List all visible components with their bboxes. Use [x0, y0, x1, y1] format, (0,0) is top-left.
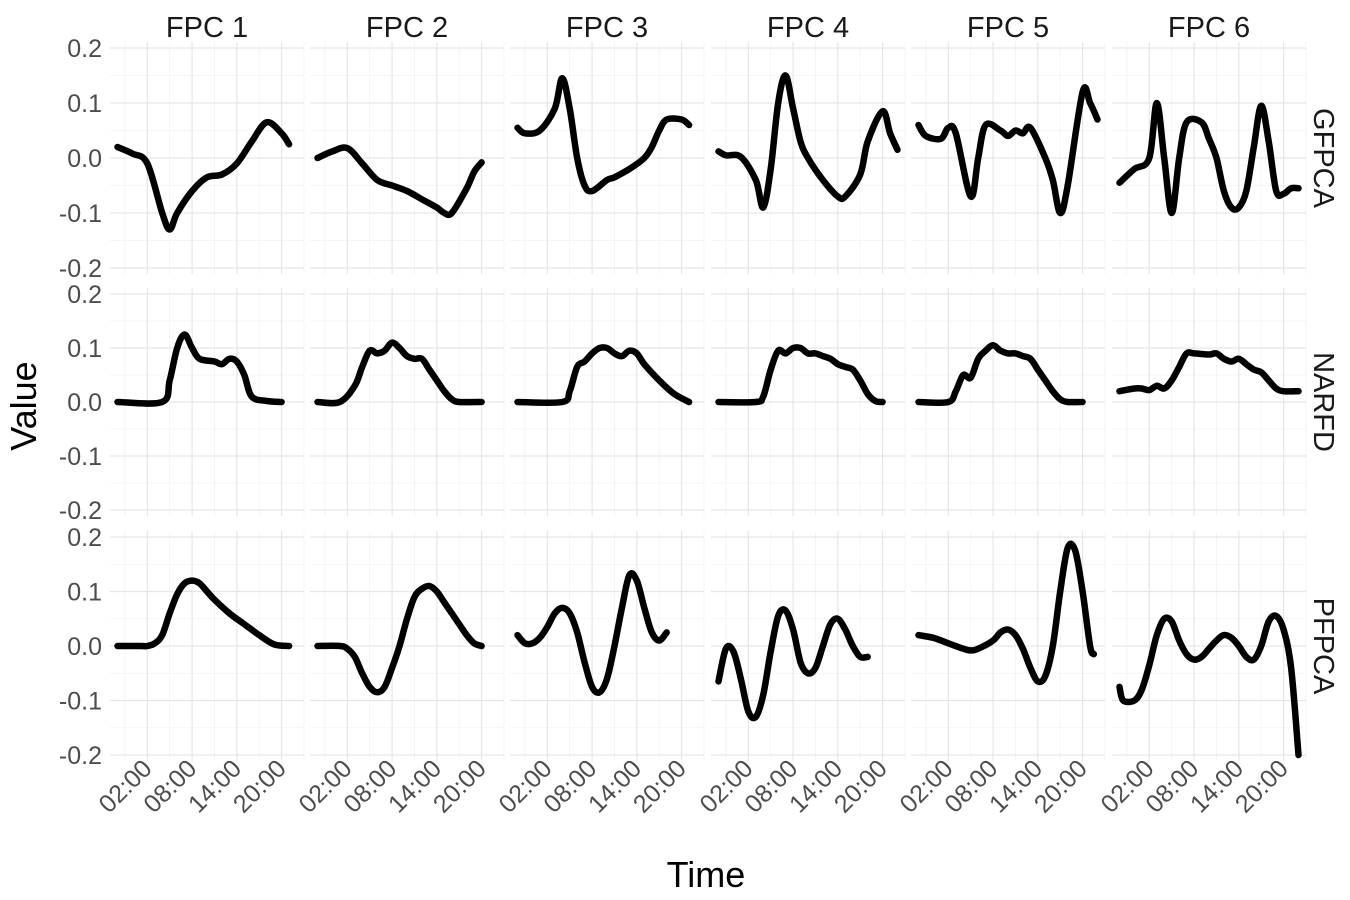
row-strip-label: NARFD [1307, 352, 1339, 452]
series-line-narfd-fpc3 [514, 344, 693, 407]
series-line-pfpca-fpc2 [314, 582, 485, 696]
column-strip-label: FPC 1 [166, 12, 248, 44]
label-layer: FPC 1 FPC 2 FPC 3 FPC 4 FPC 5 FPC 6 GFPCA NARFD… [59, 12, 1339, 818]
series-line-narfd-fpc1 [114, 331, 285, 407]
column-strip-label: FPC 3 [566, 12, 648, 44]
x-tick-label: 20:00 [829, 754, 893, 818]
y-tick-label: 0.2 [67, 524, 102, 552]
row-strip-label: PFPCA [1307, 598, 1339, 695]
series-line-narfd-fpc5 [915, 342, 1086, 407]
y-axis-title: Value [3, 361, 44, 450]
y-tick-label: 0.0 [67, 389, 102, 417]
series-line-gfpca-fpc5 [915, 84, 1101, 217]
y-tick-label: -0.2 [59, 497, 102, 525]
x-axis-title: Time [667, 854, 746, 895]
y-tick-label: 0.2 [67, 281, 102, 309]
y-tick-label: -0.1 [59, 200, 102, 228]
curve-layer [114, 72, 1302, 759]
column-strip-label: FPC 5 [967, 12, 1049, 44]
x-tick-label: 20:00 [1029, 754, 1093, 818]
y-tick-label: 0.0 [67, 633, 102, 661]
y-tick-label: 0.1 [67, 335, 102, 363]
series-line-pfpca-fpc3 [514, 570, 670, 696]
series-line-gfpca-fpc4 [715, 72, 901, 211]
series-line-pfpca-fpc4 [715, 606, 871, 722]
series-line-pfpca-fpc6 [1116, 612, 1302, 759]
series-line-pfpca-fpc1 [114, 577, 293, 650]
x-tick-label: 20:00 [428, 754, 492, 818]
column-strip-label: FPC 6 [1168, 12, 1250, 44]
series-line-gfpca-fpc2 [314, 144, 485, 219]
y-tick-label: -0.2 [59, 255, 102, 283]
column-strip-label: FPC 4 [767, 12, 849, 44]
y-tick-label: -0.1 [59, 688, 102, 716]
series-line-gfpca-fpc3 [514, 75, 693, 195]
x-tick-label: 20:00 [228, 754, 292, 818]
series-line-gfpca-fpc6 [1116, 99, 1302, 217]
series-line-narfd-fpc2 [314, 339, 485, 407]
y-tick-label: -0.1 [59, 443, 102, 471]
y-tick-label: 0.1 [67, 579, 102, 607]
y-tick-label: 0.0 [67, 145, 102, 173]
y-tick-label: 0.2 [67, 35, 102, 63]
grid-layer [110, 42, 1307, 761]
series-line-narfd-fpc4 [715, 344, 886, 406]
x-tick-label: 20:00 [1230, 754, 1294, 818]
y-tick-label: 0.1 [67, 90, 102, 118]
series-line-gfpca-fpc1 [114, 118, 293, 233]
series-line-narfd-fpc6 [1116, 349, 1302, 395]
row-strip-label: GFPCA [1307, 108, 1339, 209]
column-strip-label: FPC 2 [366, 12, 448, 44]
y-tick-label: -0.2 [59, 742, 102, 770]
series-line-pfpca-fpc5 [915, 540, 1098, 686]
x-tick-label: 20:00 [628, 754, 692, 818]
